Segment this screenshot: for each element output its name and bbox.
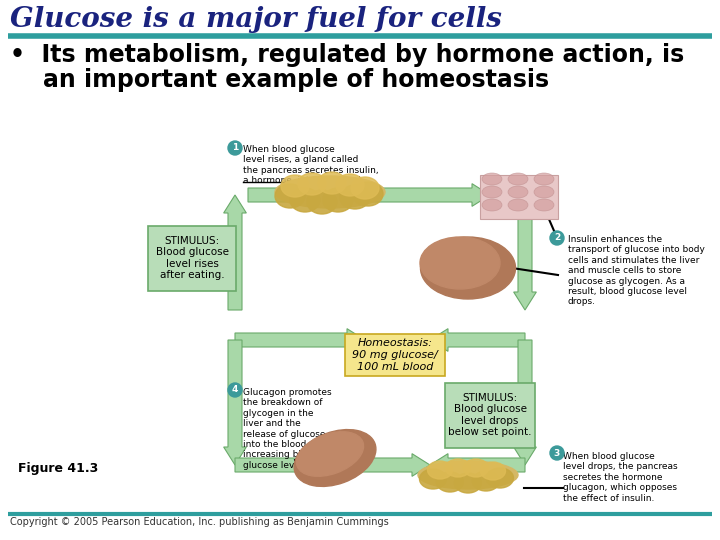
- Ellipse shape: [294, 430, 376, 487]
- Ellipse shape: [340, 185, 370, 209]
- Text: STIMULUS:
Blood glucose
level rises
after eating.: STIMULUS: Blood glucose level rises afte…: [156, 235, 228, 280]
- Circle shape: [550, 231, 564, 245]
- Ellipse shape: [353, 182, 383, 206]
- Text: 3: 3: [554, 449, 560, 457]
- Text: 4: 4: [232, 386, 238, 395]
- FancyBboxPatch shape: [148, 226, 236, 291]
- Ellipse shape: [534, 186, 554, 198]
- Ellipse shape: [307, 190, 337, 214]
- Ellipse shape: [323, 188, 353, 212]
- Circle shape: [228, 383, 242, 397]
- FancyArrow shape: [248, 184, 490, 206]
- FancyBboxPatch shape: [445, 382, 535, 448]
- Ellipse shape: [480, 462, 505, 480]
- FancyArrow shape: [430, 329, 525, 352]
- FancyArrow shape: [224, 195, 246, 310]
- Ellipse shape: [508, 173, 528, 185]
- Text: 1: 1: [232, 144, 238, 152]
- FancyArrow shape: [513, 340, 536, 465]
- Ellipse shape: [297, 431, 364, 476]
- Ellipse shape: [420, 237, 500, 289]
- Text: When blood glucose
level drops, the pancreas
secretes the hormone
glucagon, whic: When blood glucose level drops, the panc…: [563, 452, 678, 503]
- Ellipse shape: [420, 237, 516, 299]
- Text: Insulin enhances the
transport of glucose into body
cells and stimulates the liv: Insulin enhances the transport of glucos…: [568, 235, 705, 306]
- Ellipse shape: [275, 176, 385, 208]
- Ellipse shape: [534, 173, 554, 185]
- Ellipse shape: [454, 473, 482, 493]
- FancyBboxPatch shape: [345, 334, 445, 376]
- FancyArrow shape: [430, 454, 525, 476]
- Ellipse shape: [482, 173, 502, 185]
- Ellipse shape: [418, 461, 518, 489]
- FancyArrow shape: [513, 195, 536, 310]
- Bar: [480, 175, 558, 219]
- Ellipse shape: [446, 459, 470, 477]
- Text: •  Its metabolism, regulated by hormone action, is: • Its metabolism, regulated by hormone a…: [10, 43, 684, 67]
- Text: Homeostasis:
90 mg glucose/
100 mL blood: Homeostasis: 90 mg glucose/ 100 mL blood: [352, 339, 438, 372]
- Ellipse shape: [482, 199, 502, 211]
- Ellipse shape: [534, 199, 554, 211]
- Ellipse shape: [281, 175, 309, 197]
- Text: Glucagon promotes
the breakdown of
glycogen in the
liver and the
release of gluc: Glucagon promotes the breakdown of glyco…: [243, 388, 332, 470]
- Text: When blood glucose
level rises, a gland called
the pancreas secretes insulin,
a : When blood glucose level rises, a gland …: [243, 145, 379, 185]
- Ellipse shape: [472, 471, 500, 491]
- Text: Figure 41.3: Figure 41.3: [18, 462, 98, 475]
- FancyArrow shape: [224, 340, 246, 465]
- Ellipse shape: [298, 173, 326, 195]
- Ellipse shape: [487, 468, 513, 488]
- Ellipse shape: [318, 172, 346, 194]
- Ellipse shape: [290, 188, 320, 212]
- Ellipse shape: [482, 186, 502, 198]
- Ellipse shape: [508, 186, 528, 198]
- Ellipse shape: [436, 472, 464, 492]
- Text: STIMULUS:
Blood glucose
level drops
below set point.: STIMULUS: Blood glucose level drops belo…: [449, 393, 532, 437]
- Text: 2: 2: [554, 233, 560, 242]
- Ellipse shape: [464, 459, 488, 477]
- Ellipse shape: [336, 174, 364, 196]
- Ellipse shape: [428, 461, 452, 479]
- Ellipse shape: [420, 469, 446, 489]
- Ellipse shape: [351, 177, 379, 199]
- Text: Copyright © 2005 Pearson Education, Inc. publishing as Benjamin Cummings: Copyright © 2005 Pearson Education, Inc.…: [10, 517, 389, 527]
- Circle shape: [550, 446, 564, 460]
- Text: an important example of homeostasis: an important example of homeostasis: [10, 68, 549, 92]
- FancyArrow shape: [235, 454, 430, 476]
- Ellipse shape: [275, 184, 305, 208]
- Ellipse shape: [508, 199, 528, 211]
- Circle shape: [228, 141, 242, 155]
- Text: Glucose is a major fuel for cells: Glucose is a major fuel for cells: [10, 6, 502, 33]
- FancyArrow shape: [235, 329, 365, 352]
